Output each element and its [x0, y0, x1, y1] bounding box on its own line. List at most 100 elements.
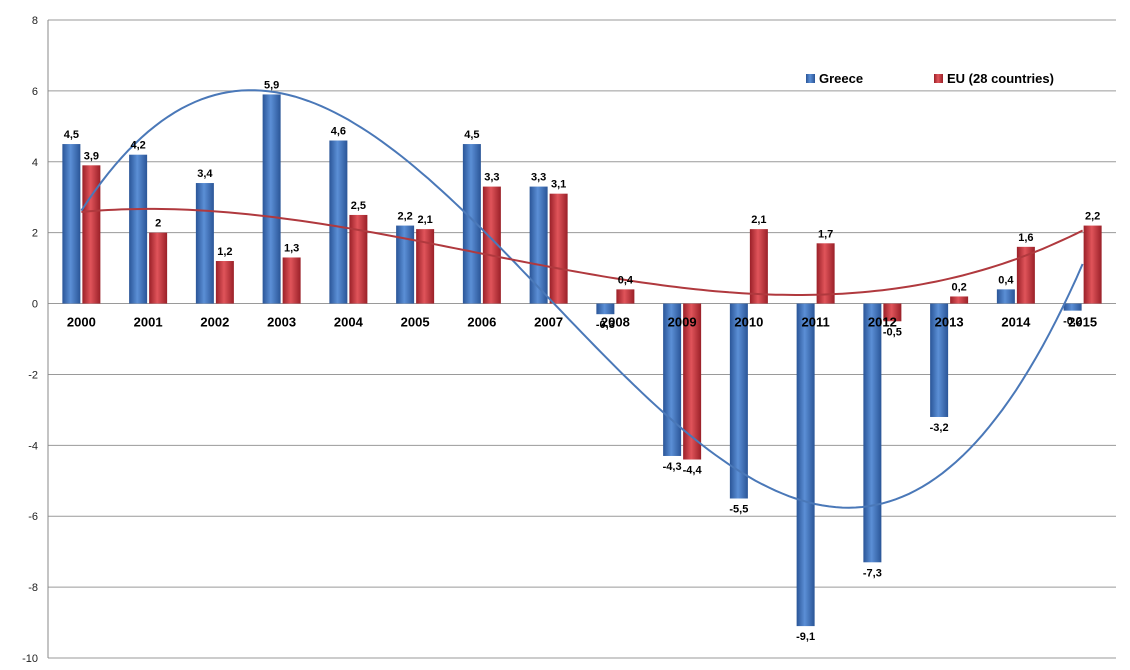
x-tick-label: 2014: [1001, 315, 1031, 330]
bar-eu: [349, 214, 368, 304]
data-label: 0,2: [951, 281, 966, 293]
bar-greece: [329, 140, 348, 304]
bar-eu: [149, 232, 168, 304]
bar-eu: [549, 193, 568, 304]
data-label: 5,9: [264, 79, 279, 91]
legend-label-greece: Greece: [819, 71, 863, 86]
data-label: -9,1: [796, 631, 815, 643]
y-tick-label: -4: [28, 440, 38, 452]
data-label: 1,7: [818, 228, 833, 240]
y-tick-label: 4: [32, 157, 38, 169]
data-label: 2,5: [351, 200, 366, 212]
data-label: 3,1: [551, 179, 566, 191]
legend: Greece EU (28 countries): [806, 71, 1054, 86]
data-label: 1,3: [284, 242, 299, 254]
x-tick-label: 2004: [334, 315, 364, 330]
data-label: 3,3: [531, 172, 546, 184]
data-label: 4,6: [331, 126, 346, 138]
data-label: -3,2: [930, 422, 949, 434]
bar-eu: [1083, 225, 1102, 304]
bars: [62, 94, 1102, 627]
data-label: 4,5: [64, 129, 79, 141]
bar-greece: [863, 303, 882, 563]
data-label: -4,3: [663, 461, 682, 473]
data-label: -7,3: [863, 567, 882, 579]
x-tick-label: 2012: [868, 315, 897, 330]
trendlines: [80, 89, 1084, 509]
bar-greece: [262, 94, 281, 304]
bar-eu: [82, 165, 101, 304]
bar-eu: [950, 296, 969, 304]
bar-greece: [129, 154, 148, 304]
bar-greece: [462, 144, 481, 304]
data-label: 2,2: [397, 211, 412, 223]
data-label: 1,6: [1018, 232, 1033, 244]
bar-eu: [416, 229, 435, 304]
bar-greece: [729, 303, 748, 499]
data-label: -5,5: [729, 504, 748, 516]
bar-eu: [616, 289, 635, 304]
bar-greece: [663, 303, 682, 456]
data-label: -0,2: [1063, 316, 1082, 328]
data-label: 1,2: [217, 246, 232, 258]
bar-greece: [1063, 303, 1082, 311]
data-label: 3,4: [197, 168, 213, 180]
y-tick-label: -10: [22, 653, 38, 665]
x-tick-label: 2009: [668, 315, 697, 330]
x-tick-label: 2005: [401, 315, 430, 330]
x-axis-labels: 2000 2001 2002 2003 2004 2005 2006 2007 2008 2009…: [67, 315, 1097, 330]
data-label: -0,5: [883, 326, 902, 338]
bar-greece: [796, 303, 815, 627]
y-tick-label: 6: [32, 86, 38, 98]
bar-eu: [1016, 246, 1035, 304]
gridlines: [48, 19, 1116, 659]
bar-eu: [683, 303, 702, 460]
x-tick-label: 2002: [200, 315, 229, 330]
y-tick-label: 2: [32, 228, 38, 240]
data-label: 4,5: [464, 129, 479, 141]
bar-eu: [282, 257, 301, 304]
y-tick-label: -6: [28, 511, 38, 523]
data-label: -4,4: [683, 465, 703, 477]
trendline-greece: [80, 89, 1084, 509]
bar-eu: [482, 186, 501, 304]
legend-label-eu: EU (28 countries): [947, 71, 1054, 86]
data-label: 3,9: [84, 150, 99, 162]
x-tick-label: 2001: [134, 315, 163, 330]
data-labels: 4,5 4,2 3,4 5,9 4,6 2,2 4,5 3,3 -0,3 -4,3 -5,5 -9,1…: [64, 79, 1101, 643]
bar-eu: [816, 243, 835, 304]
y-tick-label: 0: [32, 299, 38, 311]
data-label: -0,3: [596, 319, 615, 331]
x-tick-label: 2008: [601, 315, 630, 330]
bar-greece: [62, 144, 81, 304]
data-label: 2,2: [1085, 211, 1100, 223]
data-label: 2: [155, 218, 161, 230]
data-label: 2,1: [751, 214, 766, 226]
bar-eu: [883, 303, 902, 322]
data-label: 3,3: [484, 172, 499, 184]
data-label: 2,1: [417, 214, 432, 226]
trendline-eu: [81, 207, 1084, 296]
legend-swatch-greece: [806, 74, 815, 83]
data-label: 0,4: [618, 274, 634, 286]
x-tick-label: 2006: [467, 315, 496, 330]
x-tick-label: 2003: [267, 315, 296, 330]
bar-greece: [996, 289, 1015, 304]
bar-greece: [529, 186, 548, 304]
y-tick-label: 8: [32, 15, 38, 27]
y-axis: 8 6 4 2 0 -2 -4 -6 -8 -10: [22, 15, 49, 665]
bar-eu: [749, 229, 768, 304]
bar-greece: [930, 303, 949, 417]
y-tick-label: -2: [28, 369, 38, 381]
bar-eu: [215, 261, 234, 304]
x-tick-label: 2007: [534, 315, 563, 330]
x-tick-label: 2010: [734, 315, 763, 330]
x-tick-label: 2015: [1068, 315, 1097, 330]
bar-greece: [396, 225, 415, 304]
legend-swatch-eu: [934, 74, 943, 83]
bar-greece: [596, 303, 615, 315]
x-tick-label: 2011: [802, 315, 830, 330]
bar-greece: [195, 183, 214, 304]
x-tick-label: 2013: [935, 315, 964, 330]
